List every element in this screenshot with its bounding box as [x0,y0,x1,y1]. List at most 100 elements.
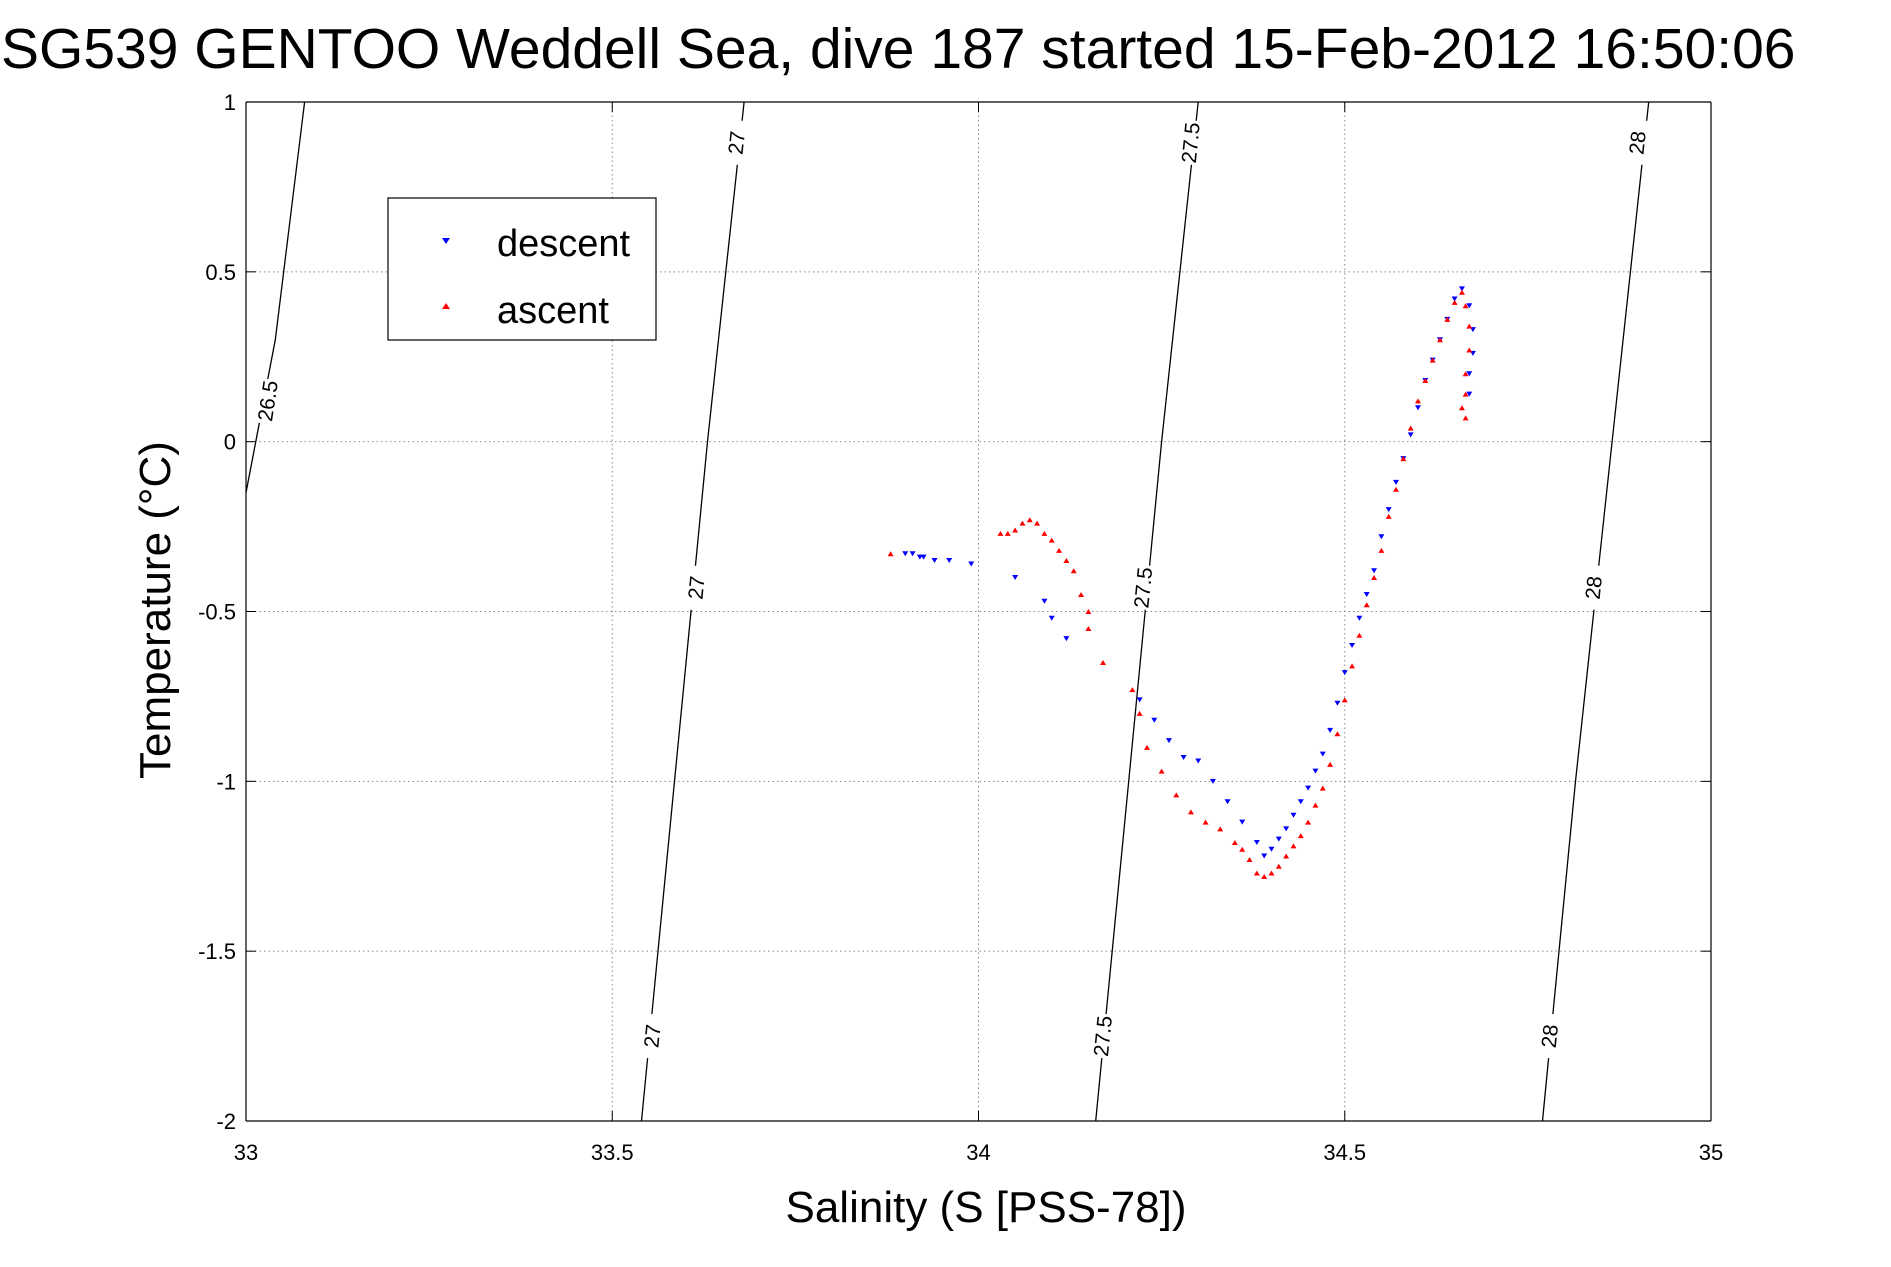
descent-point [1224,799,1231,805]
ascent-point [887,551,894,557]
ascent-point [1034,520,1041,526]
descent-point [1415,405,1421,411]
ascent-point [1261,873,1268,879]
ascent-point [1056,547,1063,553]
ascent-point [1026,517,1033,523]
ascent-point [1283,853,1290,859]
descent-point [1048,615,1055,621]
descent-point [1385,507,1392,513]
isopycnal-label: 27.5 [1178,121,1205,164]
descent-point [1363,592,1370,598]
ascent-point [1400,456,1407,462]
isopycnal-label-bg [1625,120,1650,165]
isopycnal-line [640,102,745,1121]
ascent-point [1085,609,1092,614]
ascent-point [1429,357,1436,363]
descent-point [1239,819,1246,825]
descent-point [1407,432,1414,438]
ascent-point [1173,792,1180,798]
isopycnal-label-bg [1178,120,1203,165]
ascent-point [1158,768,1165,774]
isopycnal-label: 27.5 [1130,566,1157,609]
descent-point [1393,479,1400,485]
descent-point [968,561,975,567]
y-tick-label: -0.5 [198,600,236,625]
ascent-point [1070,568,1077,574]
descent-point [946,558,953,564]
isopycnal-line [246,102,306,493]
isopycnal-label-bg [684,565,709,610]
descent-point [1253,839,1260,845]
descent-point [1341,670,1348,676]
isopycnal-label: 27.5 [1090,1015,1117,1058]
descent-point [1195,758,1202,764]
ascent-point [1407,425,1414,431]
descent-point [1041,598,1048,604]
ascent-point [1378,547,1385,553]
descent-point [1458,286,1465,292]
descent-point [1312,768,1319,774]
y-tick-label: -1.5 [198,939,236,964]
ascent-point [1253,870,1260,876]
descent-point [1356,615,1363,621]
isopycnal-line [1095,102,1199,1121]
ascent-point [1462,371,1469,377]
ascent-point [1458,405,1465,411]
ascent-point [1462,415,1469,421]
isopycnal-label-bg [724,120,749,165]
ascent-point [1363,602,1370,608]
ascent-point [1356,632,1363,638]
y-axis-label: Temperature (°C) [131,441,180,779]
ascent-point [1012,527,1019,533]
descent-point [931,558,938,564]
descent-point [1063,636,1070,642]
isopycnal-contours [246,102,1650,1121]
descent-point [1136,697,1143,703]
descent-point [1151,717,1158,723]
descent-point [1297,799,1304,805]
ascent-point [1422,378,1429,384]
ascent-point [1319,785,1326,791]
descent-point [1305,785,1312,791]
ascent-point [1312,802,1319,808]
descent-point [1283,826,1290,832]
ascent-point [1100,659,1107,665]
plot-area: 33 33.5 34 34.5 35-2-1.5-1-0.500.5126.527272… [198,90,1723,1165]
ascent-point [997,530,1004,536]
x-axis-label: Salinity (S [PSS-78]) [785,1183,1186,1232]
legend: descent ascent [387,197,657,341]
ascent-point [1371,575,1378,581]
descent-point [1180,755,1187,761]
descent-point [1275,836,1282,842]
isopycnal-label: 27 [725,130,750,156]
descent-point [1209,778,1216,784]
ascent-point [1462,391,1469,397]
isopycnal-label-bg [1091,1014,1116,1059]
ascent-point [1466,347,1473,353]
descent-point [1378,534,1385,540]
y-tick-label: -2 [216,1109,236,1134]
ascent-point [1085,625,1092,631]
descent-point [1261,853,1268,859]
isopycnal-label: 27 [640,1023,665,1049]
y-tick-label: 1 [224,90,236,115]
descent-point [1327,727,1334,733]
ascent-point [1305,819,1312,825]
ascent-point [1239,846,1246,852]
isopycnal-label-bg [640,1014,665,1059]
ascent-point [1246,856,1253,862]
ascent-point [1462,303,1469,309]
ascent-point [1187,809,1194,815]
ascent-point [1217,826,1224,832]
x-tick-label: 35 [1699,1140,1723,1165]
isopycnal-label: 27 [684,575,709,601]
descent-point [920,554,927,560]
isopycnal-label: 28 [1626,130,1651,156]
ascent-point [1327,761,1334,767]
ascent-point [1334,731,1341,737]
chart-title: SG539 GENTOO Weddell Sea, dive 187 start… [1,17,1795,81]
ascent-point [1341,697,1348,703]
ascent-point [1019,520,1026,526]
isopycnal-label-bg [1131,565,1156,610]
